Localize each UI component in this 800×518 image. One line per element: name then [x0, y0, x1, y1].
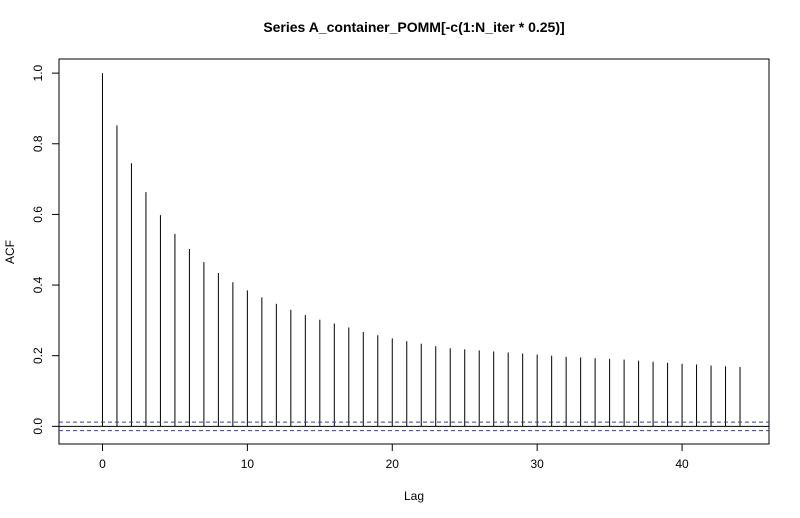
y-axis-label: ACF — [3, 240, 17, 264]
confidence-lines — [59, 421, 769, 432]
y-tick-label: 0.4 — [31, 276, 45, 293]
plot-frame — [58, 58, 770, 445]
y-tick-label: 0.6 — [31, 206, 45, 223]
y-tick-label: 0.0 — [31, 418, 45, 435]
x-axis-label: Lag — [404, 489, 424, 503]
x-tick-label: 10 — [241, 457, 255, 471]
x-tick-label: 0 — [99, 457, 106, 471]
x-tick-label: 40 — [675, 457, 689, 471]
acf-bars — [59, 73, 769, 427]
x-tick-label: 20 — [386, 457, 400, 471]
y-axis: 0.0 0.2 0.4 0.6 0.8 1.0 — [31, 64, 60, 435]
x-tick-label: 30 — [530, 457, 544, 471]
chart-title: Series A_container_POMM[-c(1:N_iter * 0.… — [263, 19, 564, 35]
y-tick-label: 1.0 — [31, 64, 45, 81]
x-axis: 0 10 20 30 40 — [99, 443, 689, 471]
y-tick-label: 0.8 — [31, 135, 45, 152]
y-tick-label: 0.2 — [31, 347, 45, 364]
